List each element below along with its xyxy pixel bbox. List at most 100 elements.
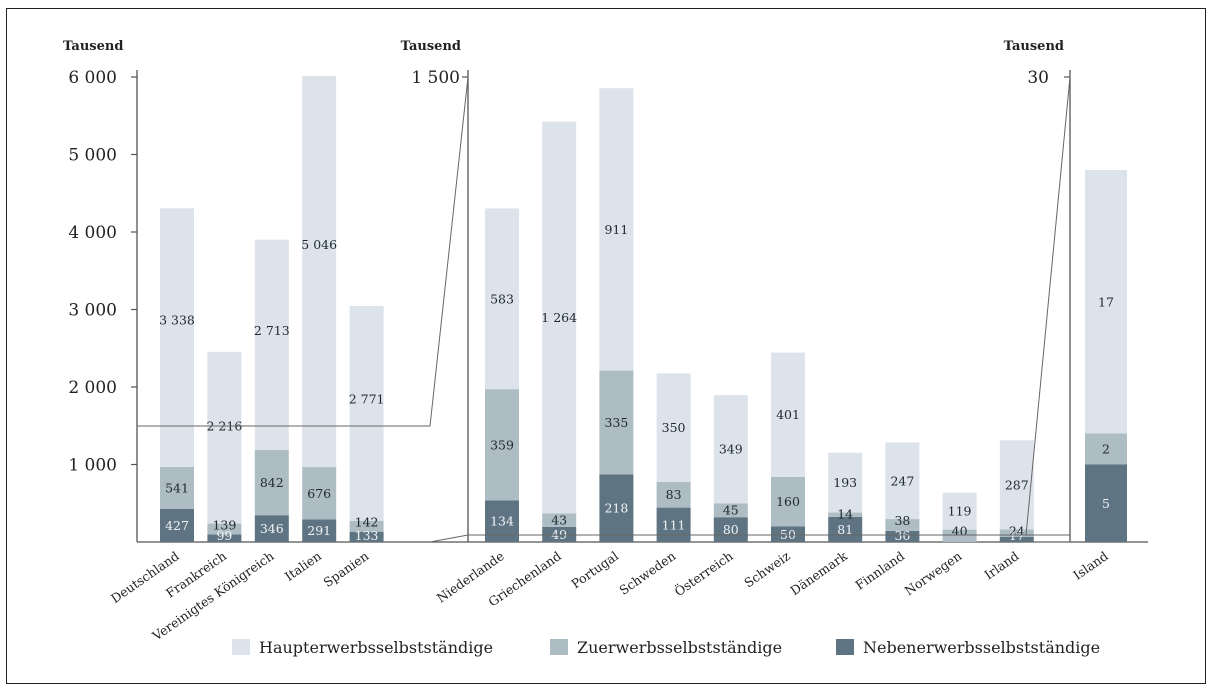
bar-irland-zuerwerbsselbststaendige [999, 529, 1034, 537]
y-tick-label: 2 000 [68, 378, 117, 398]
y-tick-label: 6 000 [68, 68, 117, 88]
bar-oesterreich-nebenerwerbsselbststaendige [713, 517, 748, 542]
value-label-vereinigtes-koenigreich-zuerwerbsselbststaendige: 842 [260, 475, 284, 490]
value-label-griechenland-haupterwerbsselbststaendige: 1 264 [541, 310, 577, 325]
category-label-spanien: Spanien [321, 548, 372, 590]
chart-frame [6, 8, 1206, 684]
value-label-schweden-nebenerwerbsselbststaendige: 111 [662, 517, 686, 532]
bar-finnland-nebenerwerbsselbststaendige [885, 530, 920, 542]
bar-portugal-zuerwerbsselbststaendige [599, 370, 634, 475]
value-label-vereinigtes-koenigreich-nebenerwerbsselbststaendige: 346 [260, 521, 284, 536]
bar-deutschland-haupterwerbsselbststaendige [160, 208, 194, 467]
value-label-niederlande-nebenerwerbsselbststaendige: 134 [490, 514, 514, 529]
value-label-deutschland-zuerwerbsselbststaendige: 541 [165, 480, 189, 495]
value-label-finnland-zuerwerbsselbststaendige: 38 [894, 513, 910, 528]
bar-oesterreich-zuerwerbsselbststaendige [713, 503, 748, 518]
category-label-island: Island [1070, 548, 1110, 583]
zoom-connector-upper-2 [1025, 76, 1071, 536]
category-label-oesterreich: Österreich [671, 547, 735, 599]
bar-italien-nebenerwerbsselbststaendige [302, 519, 337, 542]
value-label-spanien-haupterwerbsselbststaendige: 2 771 [349, 391, 385, 406]
category-label-schweiz: Schweiz [741, 548, 793, 591]
bar-schweden-nebenerwerbsselbststaendige [656, 507, 691, 542]
bar-schweden-haupterwerbsselbststaendige [656, 373, 691, 482]
value-label-daenemark-zuerwerbsselbststaendige: 14 [837, 507, 853, 522]
bar-finnland-zuerwerbsselbststaendige [885, 519, 920, 531]
legend-swatch-nebenerwerbsselbststaendige [836, 639, 854, 655]
bar-schweiz-nebenerwerbsselbststaendige [771, 526, 805, 542]
value-label-finnland-haupterwerbsselbststaendige: 247 [890, 473, 914, 488]
y-tick-label: 1 000 [68, 456, 117, 476]
value-label-spanien-nebenerwerbsselbststaendige: 133 [355, 528, 379, 543]
zoom-connector-upper-1 [137, 76, 469, 427]
bar-spanien-haupterwerbsselbststaendige [349, 305, 384, 521]
value-label-norwegen-zuerwerbsselbststaendige: 40 [952, 524, 968, 539]
legend-swatch-zuerwerbsselbststaendige [550, 639, 568, 655]
bar-niederlande-zuerwerbsselbststaendige [485, 389, 519, 501]
value-label-island-zuerwerbsselbststaendige: 2 [1102, 442, 1110, 457]
category-label-italien: Italien [282, 548, 324, 584]
category-label-irland: Irland [981, 548, 1021, 582]
bar-daenemark-nebenerwerbsselbststaendige [828, 516, 863, 542]
bar-griechenland-zuerwerbsselbststaendige [542, 513, 577, 527]
bar-norwegen-haupterwerbsselbststaendige [942, 492, 977, 530]
value-label-portugal-nebenerwerbsselbststaendige: 218 [604, 501, 628, 516]
bar-niederlande-haupterwerbsselbststaendige [485, 208, 519, 390]
bar-oesterreich-haupterwerbsselbststaendige [713, 395, 748, 504]
value-label-norwegen-haupterwerbsselbststaendige: 119 [948, 504, 972, 519]
category-label-finnland: Finnland [852, 548, 907, 593]
value-label-schweiz-haupterwerbsselbststaendige: 401 [776, 407, 800, 422]
bar-island-nebenerwerbsselbststaendige [1085, 464, 1127, 542]
bar-vereinigtes-koenigreich-nebenerwerbsselbststaendige [254, 515, 289, 542]
value-label-niederlande-zuerwerbsselbststaendige: 359 [490, 437, 514, 452]
bar-schweden-zuerwerbsselbststaendige [656, 481, 691, 508]
bar-deutschland-nebenerwerbsselbststaendige [160, 508, 194, 542]
bar-spanien-zuerwerbsselbststaendige [349, 520, 384, 532]
bar-portugal-haupterwerbsselbststaendige [599, 88, 634, 371]
value-label-frankreich-nebenerwerbsselbststaendige: 99 [216, 528, 232, 543]
bar-griechenland-nebenerwerbsselbststaendige [542, 526, 577, 542]
y-tick-label: 3 000 [68, 301, 117, 321]
value-label-italien-nebenerwerbsselbststaendige: 291 [307, 523, 331, 538]
bar-finnland-haupterwerbsselbststaendige [885, 442, 920, 520]
legend-label-haupterwerbsselbststaendige: Haupterwerbsselbstständige [259, 638, 493, 657]
value-label-griechenland-zuerwerbsselbststaendige: 43 [551, 513, 567, 528]
bar-daenemark-zuerwerbsselbststaendige [828, 512, 863, 517]
legend-label-zuerwerbsselbststaendige: Zuerwerbsselbstständige [577, 638, 782, 657]
value-label-vereinigtes-koenigreich-haupterwerbsselbststaendige: 2 713 [254, 323, 290, 338]
value-label-deutschland-haupterwerbsselbststaendige: 3 338 [159, 313, 195, 328]
value-label-italien-zuerwerbsselbststaendige: 676 [307, 486, 331, 501]
value-label-griechenland-nebenerwerbsselbststaendige: 49 [551, 527, 567, 542]
value-label-schweden-haupterwerbsselbststaendige: 350 [662, 420, 686, 435]
value-label-frankreich-zuerwerbsselbststaendige: 139 [212, 518, 236, 533]
category-label-portugal: Portugal [568, 548, 621, 591]
value-label-oesterreich-nebenerwerbsselbststaendige: 80 [723, 522, 739, 537]
category-label-schweden: Schweden [616, 548, 678, 598]
bar-daenemark-haupterwerbsselbststaendige [828, 452, 863, 513]
bar-italien-zuerwerbsselbststaendige [302, 467, 337, 520]
bar-portugal-nebenerwerbsselbststaendige [599, 474, 634, 542]
legend-swatch-haupterwerbsselbststaendige [232, 639, 250, 655]
bar-frankreich-zuerwerbsselbststaendige [207, 523, 242, 535]
value-label-portugal-haupterwerbsselbststaendige: 911 [604, 222, 628, 237]
value-label-schweiz-nebenerwerbsselbststaendige: 50 [780, 527, 796, 542]
bar-vereinigtes-koenigreich-haupterwerbsselbststaendige [254, 239, 289, 450]
value-label-island-haupterwerbsselbststaendige: 17 [1098, 294, 1114, 309]
bar-spanien-nebenerwerbsselbststaendige [349, 531, 384, 542]
value-label-island-nebenerwerbsselbststaendige: 5 [1102, 496, 1110, 511]
bar-irland-nebenerwerbsselbststaendige [999, 536, 1034, 542]
value-label-daenemark-nebenerwerbsselbststaendige: 81 [837, 522, 853, 537]
value-label-niederlande-haupterwerbsselbststaendige: 583 [490, 291, 514, 306]
unit-label-3: Tausend [1004, 39, 1064, 54]
value-label-spanien-zuerwerbsselbststaendige: 142 [355, 515, 379, 530]
bar-frankreich-nebenerwerbsselbststaendige [207, 534, 242, 542]
bar-griechenland-haupterwerbsselbststaendige [542, 121, 577, 514]
value-label-irland-zuerwerbsselbststaendige: 24 [1009, 523, 1025, 538]
value-label-oesterreich-haupterwerbsselbststaendige: 349 [719, 442, 743, 457]
value-label-daenemark-haupterwerbsselbststaendige: 193 [833, 475, 857, 490]
value-label-oesterreich-zuerwerbsselbststaendige: 45 [723, 503, 739, 518]
value-label-italien-haupterwerbsselbststaendige: 5 046 [301, 237, 337, 252]
bar-frankreich-haupterwerbsselbststaendige [207, 351, 242, 524]
value-label-schweden-zuerwerbsselbststaendige: 83 [666, 487, 682, 502]
